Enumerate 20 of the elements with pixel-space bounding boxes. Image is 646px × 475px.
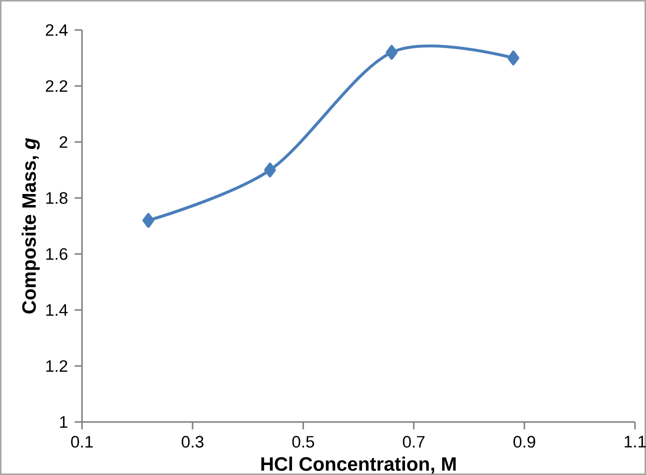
y-tick-label: 2 [60,136,68,148]
point [264,162,276,178]
x-tick-label: 0.5 [292,436,314,448]
y-tick-label: 2.4 [46,24,68,36]
point [507,50,520,66]
x-tick-label: 0.3 [182,436,204,448]
x-tick-label: 0.7 [402,436,425,448]
y-tick-label: 1.2 [46,360,68,372]
x-axis-title: HCl Concentration, M [261,456,456,474]
point [386,45,398,60]
y-axis-title: Composite Mass, g [22,138,40,314]
y-tick-label: 1.4 [46,304,68,316]
x-tick-label: 0.9 [514,436,536,448]
point [142,213,154,228]
y-tick-label: 2.2 [46,80,68,92]
x-tick-label: 1.1 [624,436,646,448]
y-tick-label: 1.6 [46,248,68,260]
x-tick-label: 0.1 [71,436,93,448]
y-tick-label: 1.8 [46,192,68,204]
y-tick-label: 1 [60,416,68,428]
